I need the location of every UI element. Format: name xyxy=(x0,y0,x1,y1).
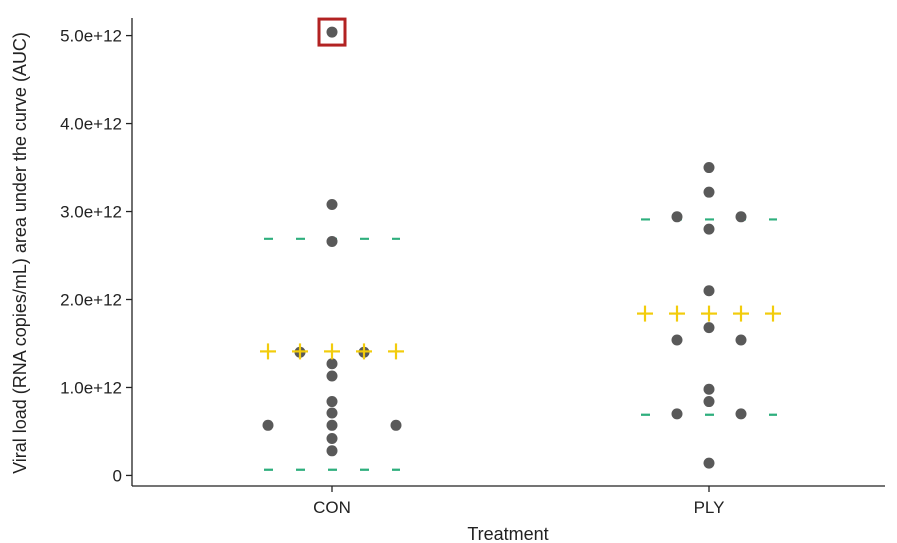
data-point-ply xyxy=(703,285,715,297)
mean-marker-con xyxy=(356,343,372,360)
data-point-ply xyxy=(671,211,683,223)
y-tick-label: 5.0e+12 xyxy=(60,27,122,46)
data-point-con xyxy=(326,396,338,408)
mean-layer xyxy=(260,305,781,360)
data-point-ply xyxy=(703,162,715,174)
x-tick-label: PLY xyxy=(694,498,725,517)
data-point-con xyxy=(326,445,338,457)
mean-marker-con xyxy=(388,343,404,360)
data-point-ply xyxy=(671,408,683,420)
data-point-con xyxy=(326,358,338,370)
x-axis-label: Treatment xyxy=(467,524,548,543)
outlier-highlight-box xyxy=(317,17,347,47)
y-tick-label: 2.0e+12 xyxy=(60,291,122,310)
data-point-ply xyxy=(703,322,715,334)
data-point-con xyxy=(326,419,338,431)
mean-marker-con xyxy=(292,343,308,360)
point-layer xyxy=(262,26,747,469)
y-tick-label: 4.0e+12 xyxy=(60,115,122,134)
data-point-con xyxy=(262,419,274,431)
data-point-ply xyxy=(735,211,747,223)
mean-marker-ply xyxy=(637,305,653,322)
data-point-ply xyxy=(735,408,747,420)
data-point-ply xyxy=(703,396,715,408)
data-point-ply xyxy=(703,186,715,198)
data-point-ply xyxy=(703,457,715,469)
data-point-ply xyxy=(671,334,683,346)
y-tick-label: 1.0e+12 xyxy=(60,378,122,397)
y-tick-label: 3.0e+12 xyxy=(60,203,122,222)
tick-layer: 0 1.0e+12 2.0e+12 3.0e+12 4.0e+12 5.0e+12 CON P… xyxy=(60,27,724,517)
data-point-ply xyxy=(735,334,747,346)
data-point-con xyxy=(326,26,338,38)
data-point-con xyxy=(390,419,402,431)
mean-marker-ply xyxy=(733,305,749,322)
data-point-ply xyxy=(703,383,715,395)
mean-marker-ply xyxy=(765,305,781,322)
y-tick-label: 0 xyxy=(113,466,122,485)
mean-marker-con xyxy=(260,343,276,360)
y-axis-label: Viral load (RNA copies/mL) area under th… xyxy=(10,32,30,474)
mean-marker-ply xyxy=(669,305,685,322)
highlight-layer xyxy=(317,17,347,47)
mean-marker-ply xyxy=(701,305,717,322)
data-point-con xyxy=(326,235,338,247)
x-tick-label: CON xyxy=(313,498,351,517)
data-point-ply xyxy=(703,223,715,235)
band-layer xyxy=(264,218,777,471)
data-point-con xyxy=(326,407,338,419)
data-point-con xyxy=(326,198,338,210)
axes-layer xyxy=(131,18,885,487)
data-point-con xyxy=(326,432,338,444)
data-point-con xyxy=(326,370,338,382)
mean-marker-con xyxy=(324,343,340,360)
